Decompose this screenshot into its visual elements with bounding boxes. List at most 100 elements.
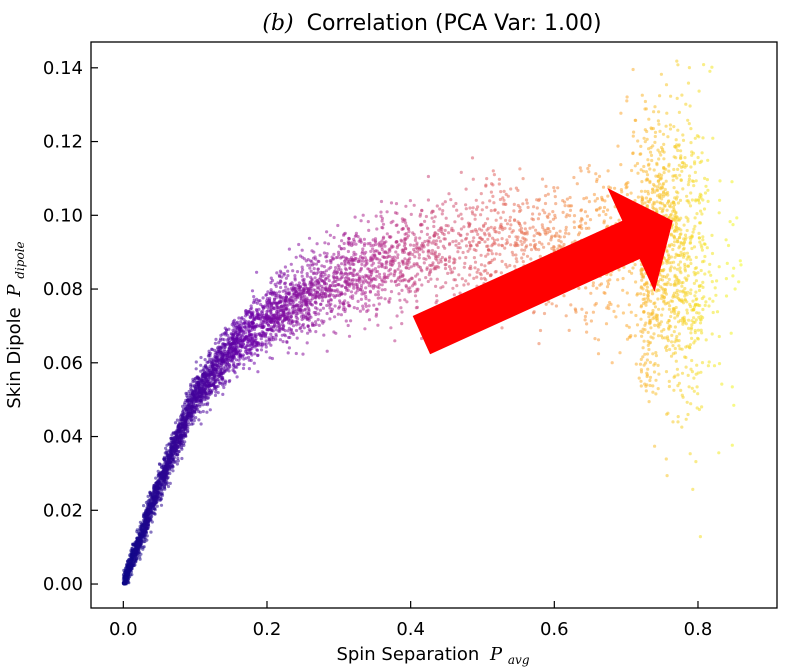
scatter-point	[478, 240, 482, 244]
scatter-point	[717, 451, 721, 455]
scatter-point	[523, 221, 527, 225]
scatter-point	[397, 264, 402, 268]
scatter-point	[536, 217, 541, 221]
scatter-point	[511, 229, 515, 233]
scatter-point	[280, 326, 284, 330]
scatter-point	[407, 252, 411, 256]
scatter-point	[185, 398, 189, 402]
scatter-point	[360, 262, 364, 266]
scatter-point	[189, 384, 193, 388]
scatter-point	[378, 241, 382, 245]
scatter-point	[261, 334, 265, 338]
scatter-point	[284, 308, 288, 312]
scatter-point	[604, 212, 608, 217]
scatter-point	[672, 125, 676, 129]
scatter-point	[374, 249, 378, 253]
scatter-point	[675, 367, 680, 371]
scatter-point	[393, 339, 397, 343]
scatter-point	[656, 280, 660, 284]
scatter-point	[586, 166, 590, 171]
scatter-point	[694, 266, 699, 270]
scatter-point	[194, 360, 198, 364]
scatter-point	[584, 221, 588, 225]
scatter-point	[481, 201, 485, 205]
scatter-point	[640, 195, 644, 199]
scatter-point	[452, 278, 456, 282]
scatter-point	[592, 192, 597, 197]
scatter-point	[464, 244, 469, 248]
scatter-point	[700, 248, 705, 252]
scatter-point	[364, 286, 368, 290]
scatter-point	[430, 248, 435, 253]
scatter-point	[443, 266, 448, 271]
scatter-point	[487, 248, 491, 252]
scatter-point	[625, 291, 629, 295]
scatter-point	[500, 259, 504, 263]
scatter-point	[579, 169, 583, 173]
scatter-point	[339, 246, 343, 251]
scatter-point	[639, 379, 643, 383]
scatter-point	[404, 224, 409, 228]
scatter-point	[419, 243, 424, 248]
scatter-point	[382, 255, 386, 259]
scatter-point	[253, 352, 257, 356]
scatter-point	[680, 93, 684, 97]
scatter-point	[449, 271, 453, 275]
scatter-point	[408, 243, 413, 247]
scatter-point	[639, 317, 643, 321]
scatter-point	[374, 312, 379, 316]
scatter-point	[643, 140, 647, 144]
scatter-point	[684, 215, 688, 219]
scatter-point	[703, 191, 708, 195]
scatter-point	[234, 358, 238, 362]
scatter-point	[358, 309, 362, 313]
scatter-point	[684, 345, 688, 349]
scatter-point	[471, 177, 475, 181]
scatter-point	[413, 290, 417, 294]
scatter-point	[158, 492, 162, 496]
scatter-point	[385, 256, 389, 260]
scatter-point	[449, 198, 453, 202]
scatter-point	[558, 229, 562, 233]
scatter-point	[456, 214, 461, 218]
scatter-point	[687, 122, 691, 126]
scatter-point	[708, 69, 712, 73]
scatter-point	[532, 234, 536, 238]
scatter-point	[505, 238, 509, 242]
scatter-point	[634, 313, 638, 318]
scatter-point	[651, 336, 655, 340]
scatter-point	[320, 299, 325, 303]
scatter-point	[336, 223, 340, 228]
scatter-point	[670, 333, 674, 337]
scatter-point	[532, 239, 536, 243]
scatter-point	[641, 198, 645, 202]
scatter-point	[379, 214, 383, 218]
scatter-point	[601, 185, 606, 189]
scatter-point	[417, 256, 421, 260]
scatter-point	[316, 286, 321, 290]
scatter-point	[659, 145, 664, 150]
scatter-point	[512, 202, 516, 206]
scatter-point	[247, 358, 251, 362]
scatter-point	[616, 278, 620, 282]
scatter-point	[442, 232, 446, 237]
scatter-point	[718, 198, 722, 202]
scatter-point	[672, 330, 676, 334]
scatter-point	[457, 273, 461, 277]
scatter-point	[587, 163, 591, 168]
scatter-point	[479, 213, 483, 217]
scatter-point	[636, 292, 640, 296]
scatter-point	[497, 243, 501, 247]
scatter-point	[593, 337, 597, 341]
scatter-point	[660, 313, 664, 317]
scatter-point	[511, 253, 515, 257]
scatter-point	[317, 259, 321, 264]
scatter-point	[542, 311, 547, 316]
scatter-point	[457, 242, 461, 246]
scatter-point	[687, 385, 691, 389]
scatter-point	[659, 72, 664, 76]
scatter-point	[667, 379, 671, 383]
scatter-point	[678, 173, 682, 177]
scatter-point	[362, 243, 366, 248]
scatter-point	[694, 255, 698, 259]
